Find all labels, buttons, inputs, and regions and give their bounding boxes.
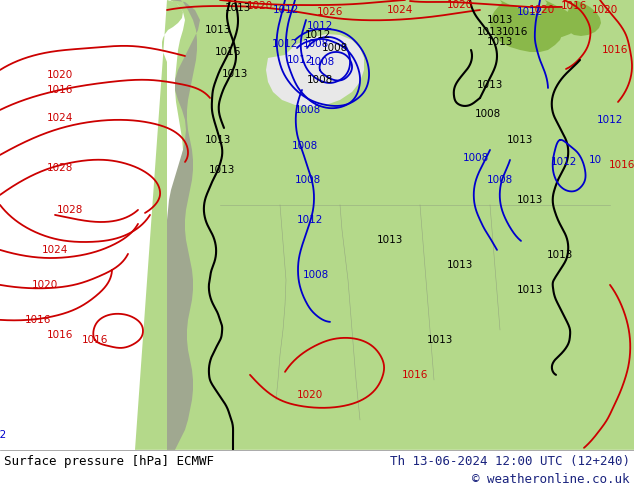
Text: 1016: 1016 [215, 47, 241, 57]
Text: 1013: 1013 [427, 335, 453, 345]
Polygon shape [266, 34, 364, 107]
Text: 1016: 1016 [561, 1, 587, 11]
Text: 1013: 1013 [487, 37, 513, 47]
Text: 1012: 1012 [307, 21, 333, 31]
Text: 1013: 1013 [487, 15, 513, 25]
Text: 1012: 1012 [551, 157, 577, 167]
Text: 1008: 1008 [487, 175, 513, 185]
Text: 1013: 1013 [447, 260, 473, 270]
Polygon shape [538, 0, 577, 38]
Text: 1008: 1008 [292, 141, 318, 151]
Text: 1012: 1012 [297, 215, 323, 225]
Text: © weatheronline.co.uk: © weatheronline.co.uk [472, 473, 630, 487]
Text: 12: 12 [0, 430, 6, 440]
Polygon shape [135, 0, 183, 450]
Text: 1012: 1012 [305, 30, 331, 40]
Text: 1008: 1008 [307, 75, 333, 85]
Text: 1013: 1013 [377, 235, 403, 245]
Text: 1013: 1013 [205, 135, 231, 145]
Text: 1013: 1013 [517, 195, 543, 205]
Text: 1016: 1016 [47, 85, 73, 95]
Text: 1020: 1020 [529, 5, 555, 15]
Polygon shape [490, 0, 562, 52]
Text: 1020: 1020 [297, 390, 323, 400]
Text: 1026: 1026 [317, 7, 343, 17]
Text: 1008: 1008 [303, 270, 329, 280]
Text: 10: 10 [588, 155, 602, 165]
Text: 1024: 1024 [387, 5, 413, 15]
Text: 1012: 1012 [273, 5, 299, 15]
Text: 1016: 1016 [47, 330, 73, 340]
Text: 1016: 1016 [602, 45, 628, 55]
Text: 1013: 1013 [477, 80, 503, 90]
Text: 1008: 1008 [322, 43, 348, 53]
Text: 1008: 1008 [475, 109, 501, 119]
Text: 1016: 1016 [25, 315, 51, 325]
Text: 1012: 1012 [517, 7, 543, 17]
Text: 1020: 1020 [592, 5, 618, 15]
Text: 1028: 1028 [47, 163, 73, 173]
Text: 1020: 1020 [447, 0, 473, 10]
Text: 1008: 1008 [463, 153, 489, 163]
Text: 1024: 1024 [47, 113, 73, 123]
Text: Th 13-06-2024 12:00 UTC (12+240): Th 13-06-2024 12:00 UTC (12+240) [390, 455, 630, 468]
Text: Surface pressure [hPa] ECMWF: Surface pressure [hPa] ECMWF [4, 455, 214, 468]
Text: 1013: 1013 [209, 165, 235, 175]
Text: 1024: 1024 [42, 245, 68, 255]
Text: 1013: 1013 [477, 27, 503, 37]
Text: 1028: 1028 [57, 205, 83, 215]
Text: 1013: 1013 [517, 285, 543, 295]
Text: 1016: 1016 [402, 370, 428, 380]
Text: 1013: 1013 [205, 25, 231, 35]
Text: 1020: 1020 [47, 70, 73, 80]
Text: 1016: 1016 [609, 160, 634, 170]
Text: 1008: 1008 [295, 105, 321, 115]
Text: 1013: 1013 [547, 250, 573, 260]
Text: 1012: 1012 [272, 39, 298, 49]
Text: 1016: 1016 [82, 335, 108, 345]
Text: 1008: 1008 [295, 175, 321, 185]
Text: 1012: 1012 [597, 115, 623, 125]
Text: 1012: 1012 [287, 55, 313, 65]
Text: 1013: 1013 [225, 3, 251, 13]
Text: 1020: 1020 [32, 280, 58, 290]
Text: 1008: 1008 [309, 57, 335, 67]
Polygon shape [162, 0, 634, 450]
Text: 1016: 1016 [502, 27, 528, 37]
Text: 1013: 1013 [222, 69, 248, 79]
Text: 1013: 1013 [507, 135, 533, 145]
Polygon shape [565, 0, 601, 36]
Text: 1020: 1020 [247, 1, 273, 11]
Polygon shape [167, 0, 200, 450]
Text: 1008: 1008 [303, 39, 329, 49]
